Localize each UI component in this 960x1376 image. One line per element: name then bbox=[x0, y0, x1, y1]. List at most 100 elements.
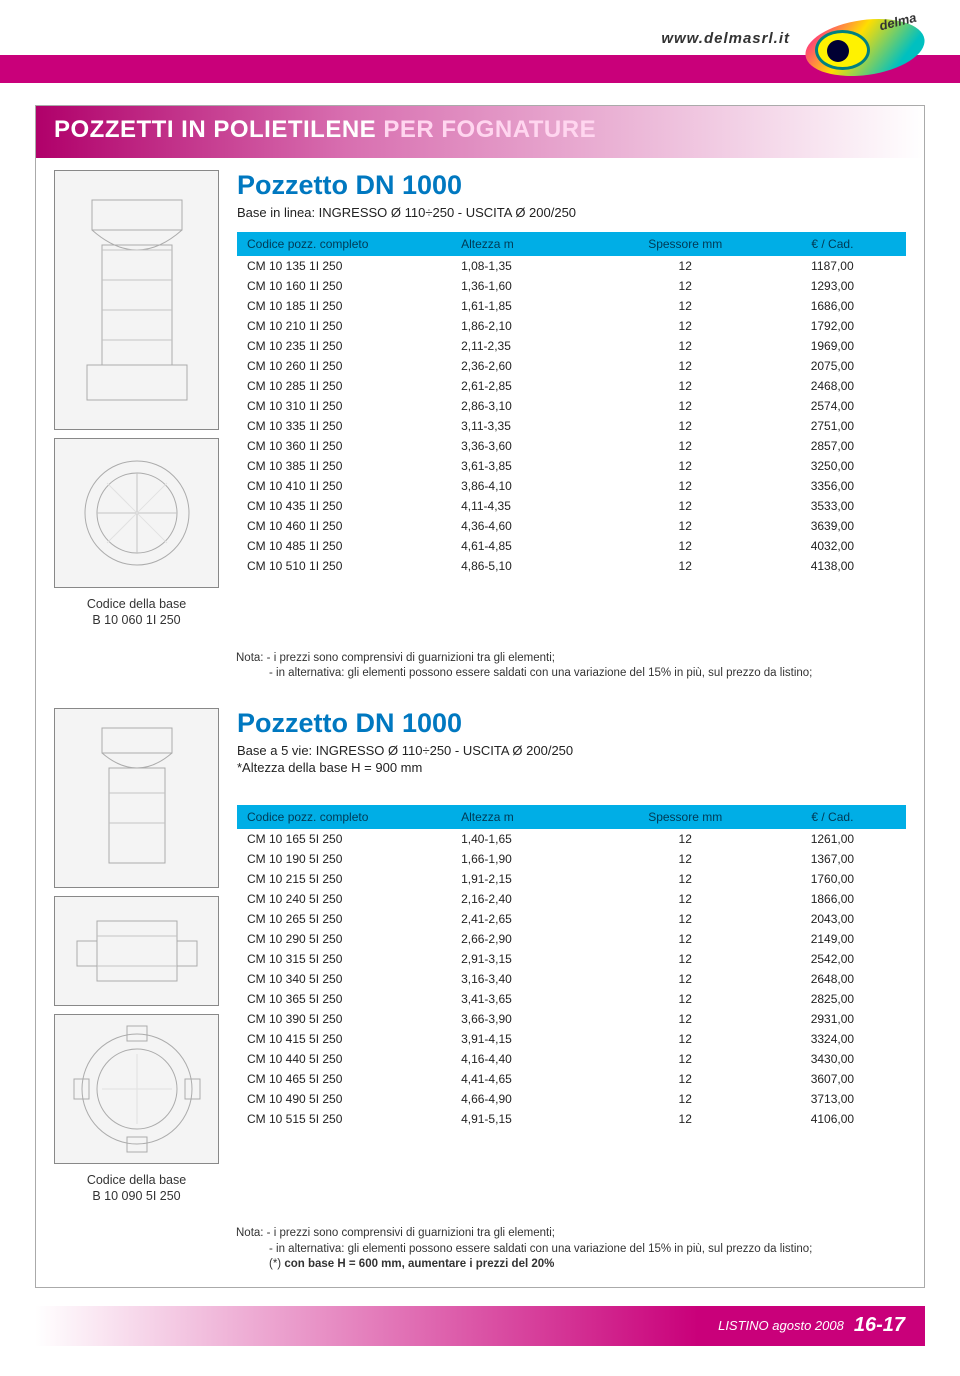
cell-height: 1,86-2,10 bbox=[451, 316, 612, 336]
main-header: POZZETTI IN POLIETILENE PER FOGNATURE bbox=[36, 106, 924, 158]
table-row: CM 10 415 5I 2503,91-4,15123324,00 bbox=[237, 1029, 906, 1049]
cell-height: 2,91-3,15 bbox=[451, 949, 612, 969]
cell-price: 3713,00 bbox=[759, 1089, 906, 1109]
cell-code: CM 10 235 1I 250 bbox=[237, 336, 451, 356]
table-row: CM 10 485 1I 2504,61-4,85124032,00 bbox=[237, 536, 906, 556]
cell-thickness: 12 bbox=[612, 1049, 759, 1069]
table-row: CM 10 410 1I 2503,86-4,10123356,00 bbox=[237, 476, 906, 496]
cell-height: 3,11-3,35 bbox=[451, 416, 612, 436]
cell-code: CM 10 185 1I 250 bbox=[237, 296, 451, 316]
cell-price: 2542,00 bbox=[759, 949, 906, 969]
cell-height: 4,36-4,60 bbox=[451, 516, 612, 536]
cell-thickness: 12 bbox=[612, 829, 759, 849]
table-row: CM 10 165 5I 2501,40-1,65121261,00 bbox=[237, 829, 906, 849]
cell-height: 2,61-2,85 bbox=[451, 376, 612, 396]
cell-price: 2825,00 bbox=[759, 989, 906, 1009]
section1-tech-drawing-top bbox=[54, 438, 219, 588]
cell-height: 4,86-5,10 bbox=[451, 556, 612, 576]
cell-code: CM 10 440 5I 250 bbox=[237, 1049, 451, 1069]
logo: delma bbox=[805, 8, 925, 83]
cell-code: CM 10 265 5I 250 bbox=[237, 909, 451, 929]
th-price: € / Cad. bbox=[759, 805, 906, 830]
table-header-row: Codice pozz. completo Altezza m Spessore… bbox=[237, 232, 906, 257]
table-row: CM 10 335 1I 2503,11-3,35122751,00 bbox=[237, 416, 906, 436]
note-line: (*) con base H = 600 mm, aumentare i pre… bbox=[236, 1257, 906, 1273]
note-line: - in alternativa: gli elementi possono e… bbox=[236, 666, 906, 682]
th-code: Codice pozz. completo bbox=[237, 232, 451, 257]
cell-code: CM 10 310 1I 250 bbox=[237, 396, 451, 416]
table-row: CM 10 340 5I 2503,16-3,40122648,00 bbox=[237, 969, 906, 989]
cell-thickness: 12 bbox=[612, 869, 759, 889]
cell-price: 4106,00 bbox=[759, 1109, 906, 1129]
cell-price: 3607,00 bbox=[759, 1069, 906, 1089]
cell-price: 2043,00 bbox=[759, 909, 906, 929]
cell-thickness: 12 bbox=[612, 889, 759, 909]
cell-thickness: 12 bbox=[612, 436, 759, 456]
section2-table: Codice pozz. completo Altezza m Spessore… bbox=[237, 805, 906, 1130]
cell-code: CM 10 385 1I 250 bbox=[237, 456, 451, 476]
section2: Codice della base B 10 090 5I 250 Pozzet… bbox=[36, 696, 924, 1217]
cell-height: 1,66-1,90 bbox=[451, 849, 612, 869]
table-row: CM 10 290 5I 2502,66-2,90122149,00 bbox=[237, 929, 906, 949]
cell-code: CM 10 335 1I 250 bbox=[237, 416, 451, 436]
cell-height: 4,66-4,90 bbox=[451, 1089, 612, 1109]
table-row: CM 10 365 5I 2503,41-3,65122825,00 bbox=[237, 989, 906, 1009]
cell-price: 1760,00 bbox=[759, 869, 906, 889]
cell-code: CM 10 290 5I 250 bbox=[237, 929, 451, 949]
table-row: CM 10 315 5I 2502,91-3,15122542,00 bbox=[237, 949, 906, 969]
cell-price: 2751,00 bbox=[759, 416, 906, 436]
cell-price: 1866,00 bbox=[759, 889, 906, 909]
cell-height: 1,36-1,60 bbox=[451, 276, 612, 296]
cell-code: CM 10 190 5I 250 bbox=[237, 849, 451, 869]
cell-height: 2,16-2,40 bbox=[451, 889, 612, 909]
cell-thickness: 12 bbox=[612, 456, 759, 476]
cell-height: 4,16-4,40 bbox=[451, 1049, 612, 1069]
logo-pupil bbox=[827, 40, 849, 62]
cell-price: 2857,00 bbox=[759, 436, 906, 456]
footer-page: 16-17 bbox=[854, 1314, 905, 1337]
section2-tech-drawing-base bbox=[54, 896, 219, 1006]
page: www.delmasrl.it delma POZZETTI IN POLIET… bbox=[0, 0, 960, 1346]
cell-code: CM 10 435 1I 250 bbox=[237, 496, 451, 516]
table-row: CM 10 215 5I 2501,91-2,15121760,00 bbox=[237, 869, 906, 889]
table-header-row: Codice pozz. completo Altezza m Spessore… bbox=[237, 805, 906, 830]
section1-subtitle: Base in linea: INGRESSO Ø 110÷250 - USCI… bbox=[237, 204, 906, 222]
section2-right: Pozzetto DN 1000 Base a 5 vie: INGRESSO … bbox=[237, 708, 906, 1130]
cell-height: 3,66-3,90 bbox=[451, 1009, 612, 1029]
cell-code: CM 10 315 5I 250 bbox=[237, 949, 451, 969]
cell-price: 2075,00 bbox=[759, 356, 906, 376]
table-row: CM 10 210 1I 2501,86-2,10121792,00 bbox=[237, 316, 906, 336]
cell-price: 2574,00 bbox=[759, 396, 906, 416]
cell-thickness: 12 bbox=[612, 989, 759, 1009]
note-bold: con base H = 600 mm, aumentare i prezzi … bbox=[281, 1258, 554, 1270]
section1-title: Pozzetto DN 1000 bbox=[237, 170, 906, 201]
table-row: CM 10 235 1I 2502,11-2,35121969,00 bbox=[237, 336, 906, 356]
table-row: CM 10 310 1I 2502,86-3,10122574,00 bbox=[237, 396, 906, 416]
cell-code: CM 10 365 5I 250 bbox=[237, 989, 451, 1009]
cell-thickness: 12 bbox=[612, 376, 759, 396]
cell-thickness: 12 bbox=[612, 536, 759, 556]
table-row: CM 10 190 5I 2501,66-1,90121367,00 bbox=[237, 849, 906, 869]
table-row: CM 10 510 1I 2504,86-5,10124138,00 bbox=[237, 556, 906, 576]
drawing-icon bbox=[82, 190, 192, 410]
cell-height: 1,91-2,15 bbox=[451, 869, 612, 889]
cell-thickness: 12 bbox=[612, 556, 759, 576]
table-row: CM 10 435 1I 2504,11-4,35123533,00 bbox=[237, 496, 906, 516]
table-row: CM 10 185 1I 2501,61-1,85121686,00 bbox=[237, 296, 906, 316]
table-row: CM 10 440 5I 2504,16-4,40123430,00 bbox=[237, 1049, 906, 1069]
cell-code: CM 10 210 1I 250 bbox=[237, 316, 451, 336]
cell-code: CM 10 285 1I 250 bbox=[237, 376, 451, 396]
cell-price: 2468,00 bbox=[759, 376, 906, 396]
cell-height: 4,61-4,85 bbox=[451, 536, 612, 556]
cell-price: 1686,00 bbox=[759, 296, 906, 316]
cell-code: CM 10 260 1I 250 bbox=[237, 356, 451, 376]
cell-price: 1293,00 bbox=[759, 276, 906, 296]
cell-code: CM 10 485 1I 250 bbox=[237, 536, 451, 556]
cell-code: CM 10 165 5I 250 bbox=[237, 829, 451, 849]
cell-height: 4,91-5,15 bbox=[451, 1109, 612, 1129]
cell-thickness: 12 bbox=[612, 276, 759, 296]
cell-price: 1261,00 bbox=[759, 829, 906, 849]
cell-code: CM 10 410 1I 250 bbox=[237, 476, 451, 496]
table-row: CM 10 265 5I 2502,41-2,65122043,00 bbox=[237, 909, 906, 929]
cell-height: 3,61-3,85 bbox=[451, 456, 612, 476]
